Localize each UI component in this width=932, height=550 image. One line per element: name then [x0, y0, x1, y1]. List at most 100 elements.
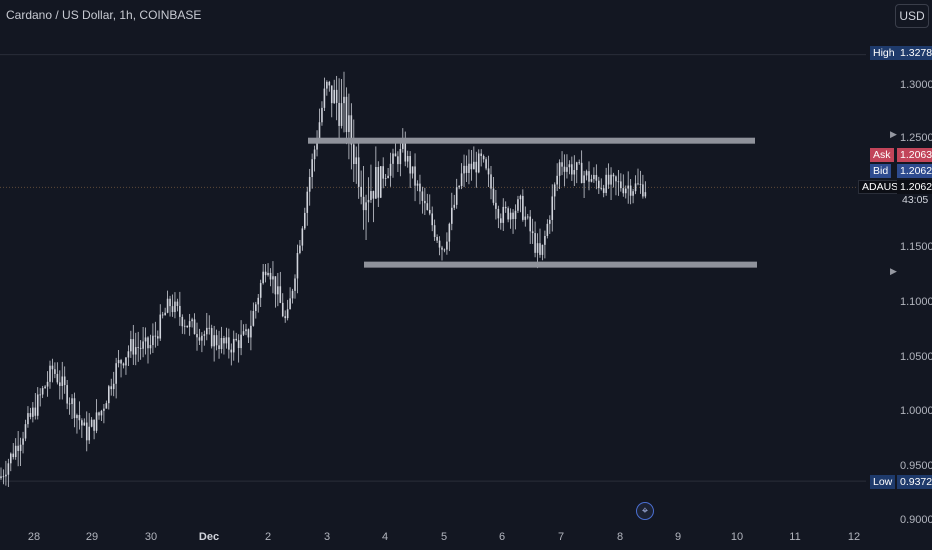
candle-body: [147, 337, 149, 349]
chart-area[interactable]: [0, 0, 866, 525]
candle-body: [304, 212, 306, 229]
candle-body: [105, 403, 108, 409]
candle-body: [563, 166, 566, 172]
price-tick: 1.0000: [900, 405, 932, 417]
candle-body: [252, 310, 255, 326]
candle-body: [350, 115, 353, 145]
candle-body: [22, 438, 24, 445]
candle-body: [595, 174, 598, 181]
candle-body: [514, 210, 517, 220]
candle-body: [389, 163, 392, 176]
candle-body: [507, 208, 509, 220]
candle-body: [152, 335, 154, 346]
candle-body: [355, 157, 358, 165]
candle-body: [159, 314, 162, 339]
candle-body: [208, 327, 211, 329]
candle-body: [110, 386, 113, 390]
candle-body: [453, 204, 456, 208]
candle-body: [409, 156, 411, 174]
candle-body: [583, 175, 585, 184]
candle-body: [480, 153, 482, 156]
candle-body: [367, 199, 370, 203]
candle-body: [115, 363, 117, 384]
candle-body: [529, 216, 531, 232]
candle-body: [56, 373, 59, 383]
scroll-to-realtime-icon[interactable]: ⌖: [636, 502, 654, 520]
candle-body: [61, 376, 64, 386]
candle-body: [220, 337, 223, 350]
price-axis[interactable]: 1.3000 1.2500 1.1500 1.1000 1.0500 1.000…: [858, 0, 932, 526]
candle-body: [326, 81, 328, 89]
candle-body: [348, 115, 350, 133]
candle-body: [262, 271, 264, 284]
candle-body: [607, 174, 610, 185]
candle-body: [357, 157, 360, 187]
currency-button[interactable]: USD: [895, 4, 929, 28]
candle-body: [149, 345, 152, 349]
candle-body: [250, 325, 252, 338]
candle-body: [600, 188, 603, 189]
candle-body: [605, 174, 607, 193]
candle-body: [534, 233, 536, 253]
candle-body: [421, 191, 424, 201]
candle-body: [59, 382, 61, 386]
candle-body: [627, 185, 629, 189]
candle-body: [624, 188, 627, 194]
candle-body: [32, 407, 34, 417]
candle-body: [397, 156, 399, 165]
time-axis[interactable]: 28 29 30 Dec 2 3 4 5 6 7 8 9 10 11 12: [0, 525, 932, 550]
candle-body: [306, 191, 309, 213]
candle-body: [46, 381, 49, 387]
time-tick: Dec: [198, 531, 220, 543]
price-tick: 1.0500: [900, 351, 932, 363]
high-label: High: [870, 46, 898, 60]
candle-body: [465, 165, 468, 173]
candle-body: [134, 347, 137, 355]
candle-body: [637, 183, 639, 185]
candle-body: [183, 325, 186, 327]
candle-body: [63, 376, 66, 386]
candle-body: [284, 316, 286, 319]
candle-body: [455, 187, 458, 205]
candle-body: [502, 206, 505, 223]
candle-body: [375, 167, 377, 199]
chart-title: Cardano / US Dollar, 1h, COINBASE: [6, 8, 202, 22]
candle-body: [29, 413, 32, 417]
price-tick: 0.9500: [900, 460, 932, 472]
candle-body: [7, 463, 10, 475]
candle-body: [436, 236, 438, 241]
candle-body: [269, 272, 272, 280]
time-tick: 8: [616, 531, 624, 543]
candle-body: [44, 386, 46, 389]
candle-body: [441, 247, 443, 250]
candle-body: [103, 408, 105, 411]
support-band: [364, 261, 757, 268]
candle-body: [365, 202, 367, 211]
candle-body: [154, 335, 157, 337]
candle-body: [575, 162, 578, 171]
candle-body: [377, 167, 380, 198]
candle-body: [279, 286, 282, 303]
time-tick: 3: [323, 531, 331, 543]
candle-body: [323, 88, 326, 108]
price-marker-icon[interactable]: ▶: [890, 129, 897, 139]
candle-body: [41, 388, 44, 395]
candle-body: [588, 171, 590, 182]
price-chart[interactable]: [0, 0, 866, 525]
candle-body: [382, 166, 384, 179]
time-tick: 6: [498, 531, 506, 543]
candle-body: [181, 316, 184, 327]
candle-body: [232, 338, 235, 353]
candle-body: [130, 339, 132, 352]
candle-body: [228, 337, 230, 350]
candle-body: [384, 178, 387, 179]
candle-body: [485, 159, 487, 169]
price-marker-icon[interactable]: ▶: [890, 266, 897, 276]
candle-body: [519, 195, 522, 200]
candle-body: [267, 272, 269, 276]
candle-body: [54, 369, 56, 374]
candle-body: [473, 161, 475, 170]
candle-body: [573, 170, 576, 175]
candle-body: [51, 365, 54, 370]
candle-body: [318, 122, 321, 140]
